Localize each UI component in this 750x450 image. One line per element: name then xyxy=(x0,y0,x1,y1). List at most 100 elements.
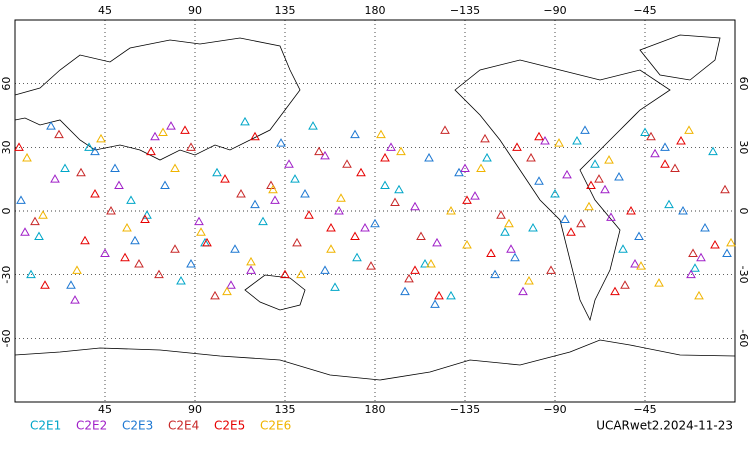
occultation-point xyxy=(230,244,240,253)
occultation-point xyxy=(80,235,90,245)
y-tick-label-left: 0 xyxy=(0,208,13,215)
occultation-point xyxy=(400,286,410,296)
occultation-point xyxy=(170,163,180,173)
occultation-point xyxy=(76,167,86,177)
occultation-point xyxy=(636,261,646,270)
occultation-point xyxy=(134,259,144,268)
occultation-point xyxy=(490,269,500,279)
occultation-point xyxy=(380,152,390,162)
occultation-point xyxy=(84,142,94,151)
occultation-point xyxy=(620,280,630,289)
occultation-point xyxy=(292,237,302,247)
occultation-point xyxy=(30,216,40,226)
occultation-point xyxy=(710,239,720,249)
occultation-point xyxy=(480,133,490,143)
occultation-point xyxy=(528,222,538,232)
x-tick-label-bottom: −45 xyxy=(633,403,656,416)
occultation-point xyxy=(594,174,604,183)
occultation-point xyxy=(576,218,586,228)
occultation-point xyxy=(154,269,164,279)
occultation-point xyxy=(688,248,698,257)
occultation-point xyxy=(26,269,36,279)
x-tick-label-top: −45 xyxy=(633,4,656,17)
occultation-point xyxy=(504,218,514,228)
occultation-point xyxy=(462,195,472,204)
occultation-point xyxy=(572,135,582,145)
occultation-point xyxy=(14,142,24,151)
occultation-point xyxy=(352,252,362,262)
occultation-point xyxy=(176,276,186,285)
occultation-point xyxy=(270,195,280,204)
occultation-point xyxy=(410,265,420,274)
occultation-point xyxy=(554,138,564,147)
y-tick-label-left: -30 xyxy=(0,266,13,284)
occultation-point xyxy=(96,133,106,143)
occultation-point xyxy=(470,191,480,200)
occultation-point xyxy=(308,121,318,130)
occultation-point xyxy=(66,280,76,289)
occultation-point xyxy=(440,125,450,134)
occultation-point xyxy=(120,252,130,262)
y-tick-label-left: 60 xyxy=(0,77,13,91)
occultation-point xyxy=(630,259,640,268)
occultation-point xyxy=(72,265,82,274)
occultation-point xyxy=(376,129,386,139)
occultation-point xyxy=(276,138,286,147)
occultation-point xyxy=(720,184,730,194)
occultation-point xyxy=(290,174,300,183)
occultation-point xyxy=(150,131,160,141)
occultation-point xyxy=(146,146,156,156)
x-tick-label-top: 135 xyxy=(275,4,296,17)
legend-entry: C2E3 xyxy=(122,419,153,433)
occultation-point xyxy=(110,163,120,173)
x-tick-label-bottom: 45 xyxy=(98,403,112,416)
occultation-point xyxy=(700,222,710,232)
x-tick-label-top: 90 xyxy=(188,4,202,17)
occultation-point xyxy=(246,256,256,266)
x-tick-label-bottom: −135 xyxy=(450,403,480,416)
occultation-point xyxy=(240,116,250,126)
occultation-point xyxy=(650,148,660,158)
occultation-point xyxy=(180,125,190,134)
occultation-point xyxy=(70,295,80,304)
occultation-point xyxy=(170,244,180,253)
occultation-point xyxy=(250,199,260,209)
occultation-point xyxy=(126,195,136,204)
occultation-point xyxy=(202,237,212,247)
occultation-point xyxy=(696,252,706,262)
occultation-point xyxy=(360,222,370,232)
occultation-point xyxy=(186,259,196,268)
x-tick-label-bottom: 90 xyxy=(188,403,202,416)
occultation-point xyxy=(660,159,670,168)
points xyxy=(14,116,736,308)
occultation-point xyxy=(350,231,360,240)
occultation-point xyxy=(336,193,346,202)
occultation-point xyxy=(140,214,150,223)
occultation-point xyxy=(580,125,590,134)
occultation-point xyxy=(534,131,544,141)
occultation-point xyxy=(320,150,330,160)
occultation-point xyxy=(518,286,528,296)
y-tick-label-left: 30 xyxy=(0,140,13,154)
occultation-point xyxy=(222,286,232,296)
legend-entry: C2E6 xyxy=(260,419,291,433)
occultation-point xyxy=(246,265,256,274)
occultation-point xyxy=(634,231,644,240)
occultation-point xyxy=(404,273,414,283)
occultation-point xyxy=(268,184,278,194)
occultation-point xyxy=(610,286,620,296)
occultation-point xyxy=(54,129,64,139)
occultation-point xyxy=(114,180,124,190)
occultation-point xyxy=(296,269,306,279)
occultation-point xyxy=(34,231,44,240)
occultation-point xyxy=(46,121,56,130)
occultation-point xyxy=(90,189,100,198)
x-tick-label-top: 180 xyxy=(365,4,386,17)
occultation-point xyxy=(342,159,352,168)
occultation-point xyxy=(678,205,688,215)
coast-eurasia xyxy=(14,37,301,161)
y-tick-label-right: -60 xyxy=(737,329,750,347)
occultation-point xyxy=(326,244,336,253)
occultation-point xyxy=(50,174,60,183)
occultation-point xyxy=(646,131,656,141)
